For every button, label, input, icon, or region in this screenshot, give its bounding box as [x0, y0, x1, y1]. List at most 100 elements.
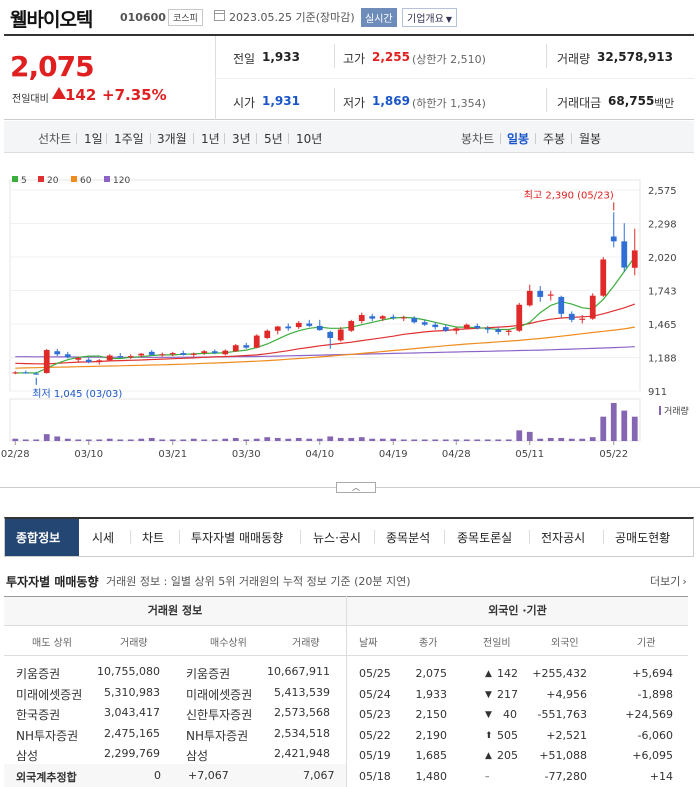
trade-amount-unit: 백만 [654, 97, 675, 110]
divider [444, 530, 445, 544]
volume-bar [547, 437, 554, 441]
candle-body [148, 351, 155, 355]
tab-overview[interactable]: 종합정보 [16, 531, 61, 545]
divider [500, 133, 501, 144]
volume-bar [222, 438, 229, 441]
broker-volume: 2,475,165 [104, 726, 160, 740]
period-1w[interactable]: 1주일 [114, 132, 144, 146]
volume-bar [348, 437, 355, 441]
row-date: 05/23 [359, 708, 391, 722]
y-tick-label: 911 [648, 387, 667, 398]
divider [546, 44, 547, 68]
divider [288, 133, 289, 144]
period-5y[interactable]: 5년 [264, 132, 283, 146]
candle-body [232, 345, 239, 352]
header-sell-volume: 거래량 [120, 638, 148, 649]
divider [150, 133, 151, 144]
more-link-label: 더보기 [650, 575, 681, 588]
foreign-total-buy: 7,067 [303, 769, 335, 782]
x-tick-label: 04/28 [442, 449, 471, 460]
period-3m[interactable]: 3개월 [157, 132, 187, 146]
current-price: 2,075 [10, 50, 95, 83]
broker-name: 삼성 [186, 749, 209, 763]
candle-body [180, 353, 187, 355]
broker-name: NH투자증권 [16, 728, 79, 743]
more-link[interactable]: 더보기 › [650, 573, 687, 589]
period-10y[interactable]: 10년 [296, 132, 323, 146]
volume-bar [285, 438, 292, 441]
volume-bar [253, 438, 260, 441]
row-close: 2,190 [415, 728, 448, 742]
upper-limit: (상한가 2,510) [412, 53, 486, 66]
volume-value: 32,578,913 [597, 50, 673, 64]
collapse-chart-button[interactable]: ︿ [336, 482, 376, 493]
moving-average-5 [15, 256, 636, 374]
candle-monthly[interactable]: 월봉 [579, 132, 602, 146]
foreign-total-label: 외국계추정합 [16, 771, 77, 784]
volume-legend-swatch [659, 406, 661, 415]
volume-bar [526, 431, 533, 441]
volume-bar [358, 437, 365, 441]
volume-bar [180, 439, 187, 441]
prev-close-label: 전일 [233, 52, 256, 66]
row-change: 142 [497, 667, 518, 680]
price-chart[interactable]: 2,575 2,298 2,020 1,743 1,465 1,188 911 5 20 60 12… [0, 170, 700, 490]
tab-news[interactable]: 뉴스·공시 [313, 531, 361, 545]
row-date: 05/25 [359, 667, 391, 680]
chevron-down-icon: ▼ [445, 15, 452, 24]
row-close: 1,685 [415, 749, 448, 763]
volume-bar [411, 439, 418, 441]
tab-investor[interactable]: 투자자별 매매동향 [191, 531, 284, 545]
volume-bar [96, 439, 103, 441]
candle-daily[interactable]: 일봉 [507, 132, 530, 146]
row-foreign: -551,763 [537, 708, 587, 722]
volume-bar [22, 439, 29, 441]
flat-dash-icon: – [485, 772, 490, 782]
candle-body [64, 354, 71, 358]
volume-bar [400, 439, 407, 441]
broker-name: 미래에셋증권 [16, 687, 83, 702]
x-tick-label: 05/11 [515, 449, 544, 460]
candle-body [432, 324, 439, 328]
divider [334, 88, 335, 112]
up-triangle-icon: ▲ [485, 669, 492, 679]
volume-bar [85, 439, 92, 441]
candle-weekly[interactable]: 주봉 [543, 132, 566, 146]
volume-bar [516, 430, 523, 441]
row-foreign: +2,521 [546, 728, 587, 742]
candle-body [631, 250, 638, 268]
tab-short-selling[interactable]: 공매도현황 [615, 531, 671, 545]
tab-quote[interactable]: 시세 [92, 531, 115, 545]
candle-body [117, 356, 124, 358]
realtime-button[interactable]: 실시간 [361, 8, 397, 27]
candle-body [222, 350, 229, 355]
section-title: 투자자별 매매동향 [6, 575, 99, 589]
divider [546, 88, 547, 112]
legend-swatch [12, 176, 18, 182]
broker-name: 삼성 [16, 749, 39, 763]
tab-chart[interactable]: 차트 [142, 531, 165, 545]
broker-volume: 3,043,417 [104, 706, 160, 719]
volume-bar [327, 436, 334, 441]
period-1y[interactable]: 1년 [201, 132, 220, 146]
tab-discussion[interactable]: 종목토론실 [457, 531, 513, 545]
candle-body [421, 322, 428, 325]
row-foreign: +51,088 [539, 749, 587, 763]
tab-disclosure[interactable]: 전자공시 [541, 531, 586, 545]
divider [603, 530, 604, 544]
volume-bar [264, 437, 271, 441]
volume-bar [463, 439, 470, 441]
period-3y[interactable]: 3년 [232, 132, 251, 146]
x-tick-label: 04/19 [379, 449, 408, 460]
broker-row: 키움증권 10,755,080 키움증권 10,667,911 [4, 663, 346, 683]
divider [334, 44, 335, 68]
prev-close-value: 1,933 [262, 50, 300, 64]
row-change: 40 [503, 708, 517, 722]
broker-volume: 5,310,983 [104, 685, 160, 699]
volume-bar [211, 439, 218, 441]
row-foreign: +255,432 [532, 667, 587, 680]
down-triangle-icon: ▼ [485, 710, 492, 721]
period-1d[interactable]: 1일 [84, 132, 103, 146]
tab-analysis[interactable]: 종목분석 [386, 531, 431, 545]
company-overview-dropdown[interactable]: 기업개요 ▼ [402, 8, 457, 27]
